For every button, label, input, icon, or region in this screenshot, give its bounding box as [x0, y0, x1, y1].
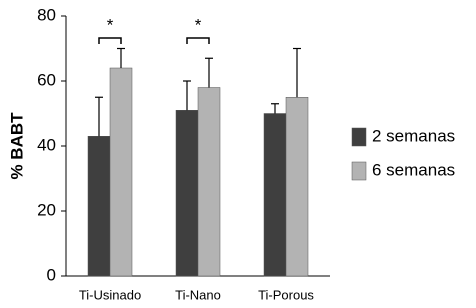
x-tick-label: Ti-Usinado: [79, 287, 141, 302]
legend-swatch: [351, 127, 367, 147]
significance-bracket: [186, 37, 210, 44]
legend-label: 2 semanas: [372, 126, 455, 145]
legend-label: 6 semanas: [372, 160, 455, 179]
y-tick-label: 60: [37, 70, 56, 89]
x-tick-label: Ti-Porous: [258, 287, 314, 302]
y-axis-label: % BABT: [7, 112, 26, 180]
error-bar: [117, 47, 125, 68]
error-bar: [205, 57, 213, 88]
bar: [175, 110, 199, 277]
y-tick-label: 20: [37, 200, 56, 219]
error-bar: [95, 96, 103, 137]
significance-marker: *: [107, 15, 114, 34]
significance-bracket: [98, 37, 122, 44]
bar: [87, 136, 111, 277]
bar: [197, 87, 221, 277]
y-tick-label: 40: [37, 135, 56, 154]
y-tick-label: 0: [47, 265, 56, 284]
x-tick-label: Ti-Nano: [175, 287, 221, 302]
y-tick-label: 80: [37, 5, 56, 24]
legend-swatch: [351, 161, 367, 181]
bar: [285, 97, 309, 277]
error-bar: [271, 103, 279, 114]
bar: [109, 67, 133, 277]
error-bar: [293, 47, 301, 98]
significance-marker: *: [195, 15, 202, 34]
error-bar: [183, 80, 191, 111]
bar: [263, 113, 287, 277]
